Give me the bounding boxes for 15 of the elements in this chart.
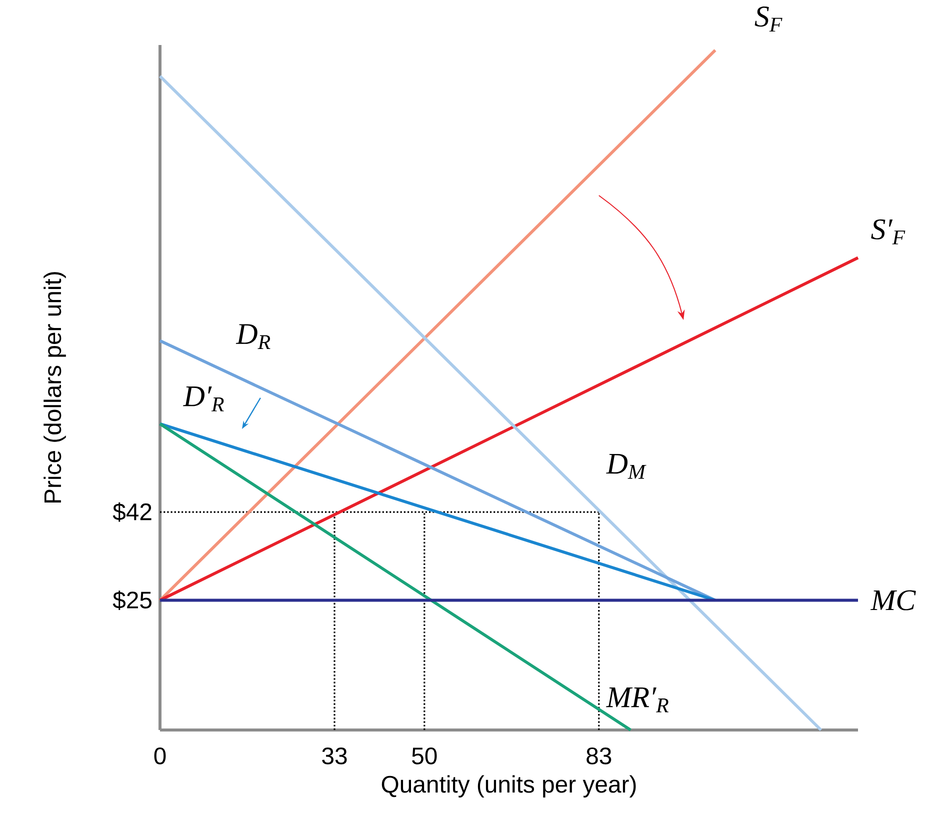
series-label: MC — [870, 590, 916, 610]
series-label: MR′$_{R}$ — [606, 688, 669, 712]
series-label: S$_{F}$ — [754, 6, 782, 32]
legend-label: D′$_{R}$ — [183, 386, 224, 412]
series-label: S′$_{F}$ — [871, 219, 906, 244]
x-tick-label: 83 — [586, 747, 612, 764]
x-tick-label: 50 — [412, 747, 437, 764]
y-tick-label: $25 — [112, 590, 152, 610]
y-axis-title: Price (dollars per unit) — [44, 272, 66, 502]
series-label: D$_{M}$ — [606, 454, 646, 479]
x-axis-title: Quantity (units per year) — [382, 775, 636, 798]
x-tick-label: 0 — [154, 747, 166, 764]
series-label: D$_{R}$ — [236, 324, 270, 349]
y-tick-label: $42 — [112, 502, 152, 522]
x-tick-label: 33 — [322, 747, 347, 764]
